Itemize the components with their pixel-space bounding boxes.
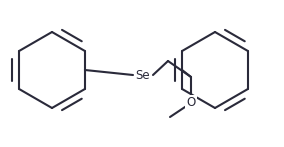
- Text: Se: Se: [136, 69, 150, 81]
- Text: O: O: [186, 96, 196, 110]
